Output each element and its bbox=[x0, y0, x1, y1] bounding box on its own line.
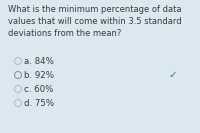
Text: a. 84%: a. 84% bbox=[24, 57, 54, 65]
Text: ✓: ✓ bbox=[168, 70, 177, 80]
Text: b. 92%: b. 92% bbox=[24, 70, 54, 80]
Text: What is the minimum percentage of data
values that will come within 3.5 standard: What is the minimum percentage of data v… bbox=[8, 5, 182, 38]
Text: c. 60%: c. 60% bbox=[24, 84, 53, 93]
Text: d. 75%: d. 75% bbox=[24, 99, 54, 107]
